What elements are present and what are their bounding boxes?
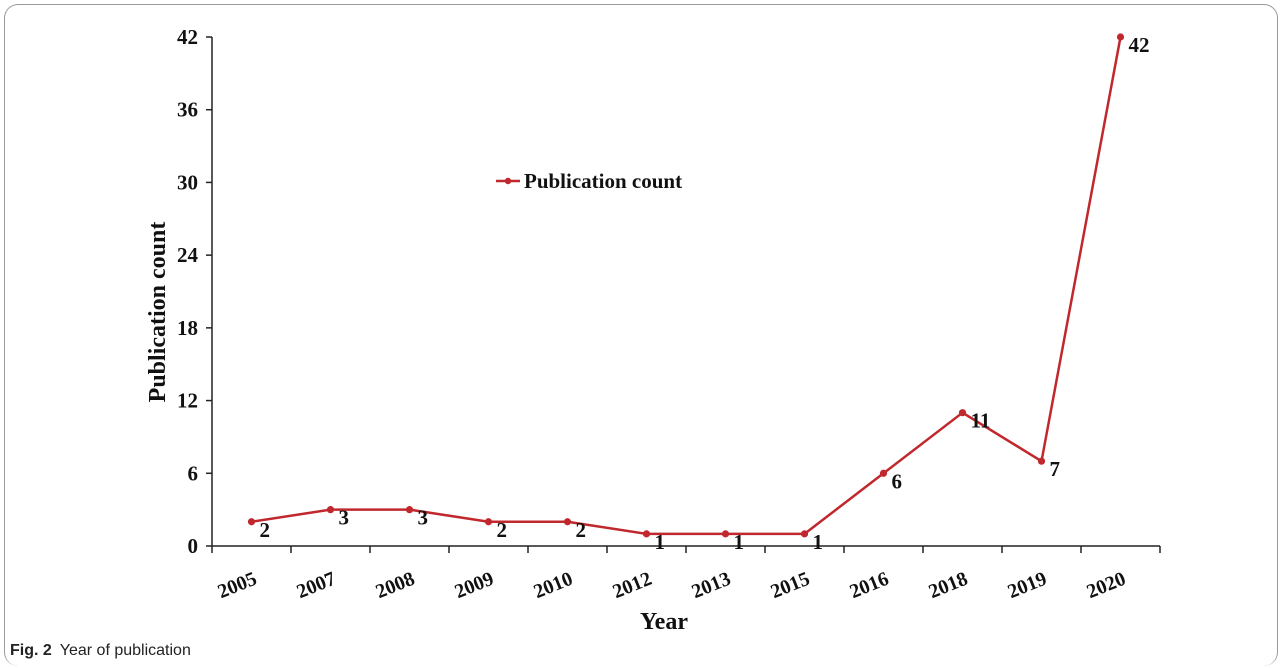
data-label: 3 (418, 506, 429, 530)
data-point (484, 518, 493, 526)
x-tick-label: 2005 (215, 568, 260, 603)
y-tick-label: 24 (177, 243, 199, 267)
data-label: 2 (260, 518, 271, 542)
y-tick-label: 42 (177, 25, 198, 49)
axes (211, 37, 1160, 547)
data-point (721, 530, 730, 538)
data-point (563, 518, 572, 526)
data-label: 42 (1129, 33, 1150, 57)
series-line (251, 36, 1122, 536)
x-tick-label: 2009 (452, 568, 497, 603)
data-label: 6 (892, 469, 903, 493)
data-label: 11 (971, 409, 991, 433)
x-axis-ticks: 2005 2007 2008 2009 2010 2012 2013 2015 2016 2018… (211, 546, 1161, 603)
x-tick-label: 2018 (926, 568, 971, 603)
data-label: 1 (655, 530, 666, 554)
x-tick-label: 2007 (294, 568, 339, 603)
x-tick-label: 2020 (1084, 568, 1129, 603)
legend-marker (504, 177, 512, 185)
data-point (642, 530, 651, 538)
legend-label: Publication count (524, 169, 682, 193)
x-tick-label: 2015 (768, 568, 813, 603)
series-publication-count (247, 33, 1125, 538)
figure-caption: Fig. 2 Year of publication (10, 642, 191, 660)
data-label: 1 (813, 530, 824, 554)
data-point (326, 506, 335, 514)
x-tick-label: 2016 (847, 568, 892, 603)
y-tick-label: 12 (177, 389, 198, 413)
y-tick-label: 30 (177, 170, 198, 194)
data-label: 7 (1050, 457, 1061, 481)
data-point (958, 409, 967, 417)
x-tick-label: 2013 (689, 568, 734, 603)
data-label: 2 (576, 518, 587, 542)
data-label: 2 (497, 518, 508, 542)
data-label: 1 (734, 530, 745, 554)
y-tick-label: 18 (177, 316, 198, 340)
y-axis-label: Publication count (145, 222, 171, 403)
x-axis-label: Year (640, 609, 688, 635)
legend: Publication count (496, 169, 682, 193)
data-point (247, 518, 256, 526)
data-point (405, 506, 414, 514)
caption-text: Year of publication (59, 642, 191, 659)
y-tick-label: 6 (188, 461, 199, 485)
data-label: 3 (339, 506, 350, 530)
y-tick-label: 0 (188, 534, 199, 558)
data-point (800, 530, 809, 538)
caption-label: Fig. 2 (10, 642, 52, 659)
y-tick-label: 36 (177, 98, 198, 122)
x-tick-label: 2010 (531, 568, 576, 603)
x-tick-label: 2019 (1005, 568, 1050, 603)
data-point (1037, 457, 1046, 465)
data-point (879, 469, 888, 477)
y-axis-ticks: 0 6 12 18 24 30 36 42 (177, 25, 212, 558)
x-tick-label: 2008 (373, 568, 418, 603)
data-point (1116, 33, 1125, 41)
x-tick-label: 2012 (610, 568, 655, 603)
figure-frame (4, 4, 1278, 666)
